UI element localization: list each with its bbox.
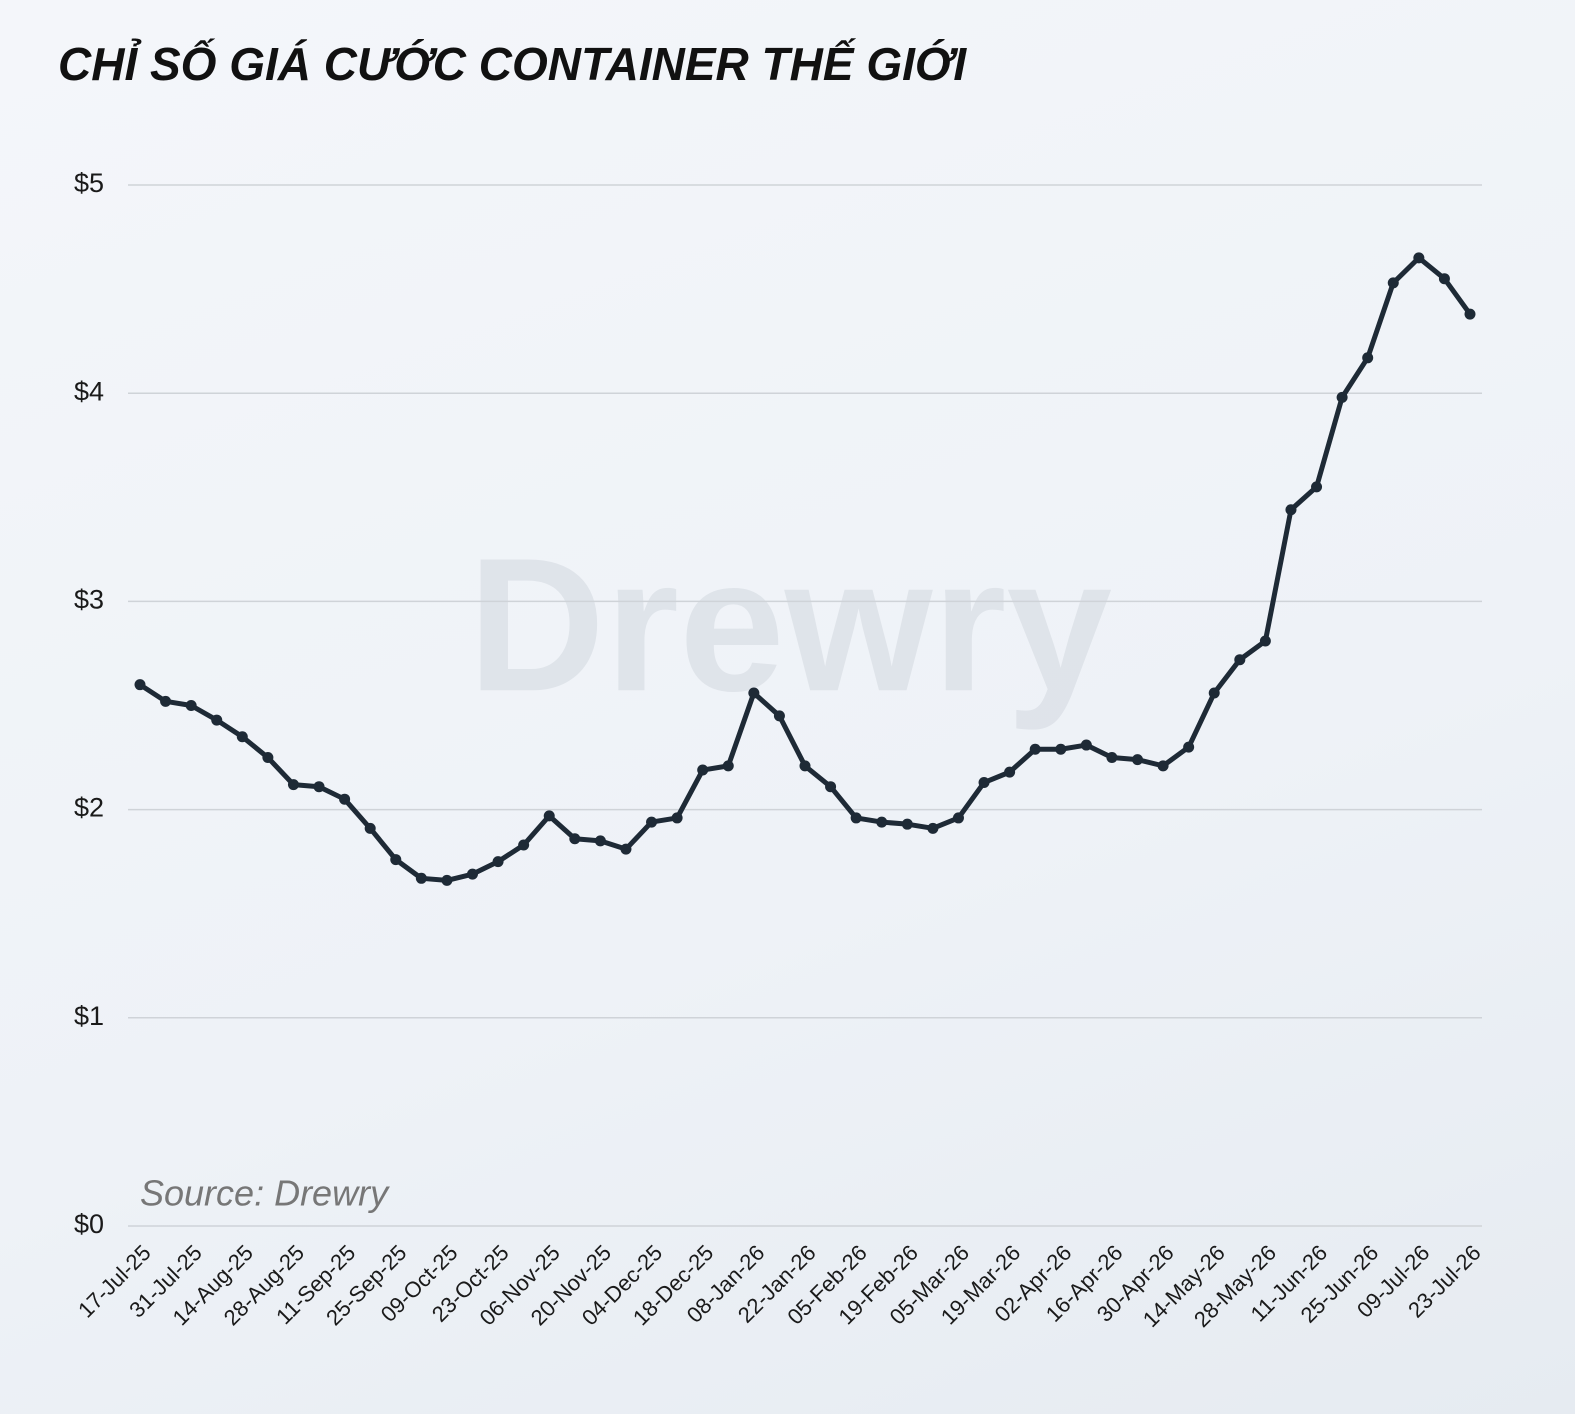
point [876,816,888,828]
point [1132,754,1143,766]
point [441,874,453,886]
y-tick-label: $4 [74,376,104,406]
point [748,687,760,699]
point [773,710,785,722]
point [1106,752,1118,764]
point [722,760,734,772]
point [185,700,197,711]
y-tick-label: $3 [74,585,104,615]
point [1464,308,1476,320]
point [671,812,683,824]
point [364,822,376,834]
point [620,843,632,855]
point [339,793,351,805]
point [799,760,811,772]
point [1438,273,1450,285]
point [1080,739,1092,751]
point [1055,743,1067,755]
point [825,781,837,793]
point [978,777,990,789]
point [1157,760,1169,772]
point [415,872,427,884]
point [1183,741,1195,753]
y-tick-label: $0 [74,1209,104,1239]
point [1362,352,1374,364]
point [287,779,299,791]
point [1234,654,1246,666]
point [952,812,964,824]
point [160,695,172,707]
point [901,818,913,830]
watermark: Drewry [468,519,1112,731]
point [1413,252,1425,264]
point [1259,635,1271,647]
point [543,810,555,822]
point [646,816,658,828]
point [1208,687,1220,699]
point [492,856,504,868]
point [1311,481,1323,493]
y-tick-label: $2 [74,793,104,823]
point [927,822,939,834]
chart-title: CHỈ SỐ GIÁ CƯỚC CONTAINER THẾ GIỚI [58,38,967,90]
point [1029,743,1041,755]
point [313,781,325,793]
point [211,714,223,726]
point [134,679,146,691]
point [1336,391,1348,403]
point [518,839,530,851]
point [236,731,248,743]
point [467,868,478,880]
point [262,752,274,764]
point [697,764,709,776]
point [594,835,606,847]
point [390,854,402,866]
point [850,812,862,824]
point [569,833,581,845]
source-note: Source: Drewry [140,1173,390,1214]
point [1387,277,1399,289]
point [1285,504,1297,516]
point [1004,766,1016,778]
y-tick-label: $1 [74,1001,104,1031]
y-tick-label: $5 [74,168,104,198]
